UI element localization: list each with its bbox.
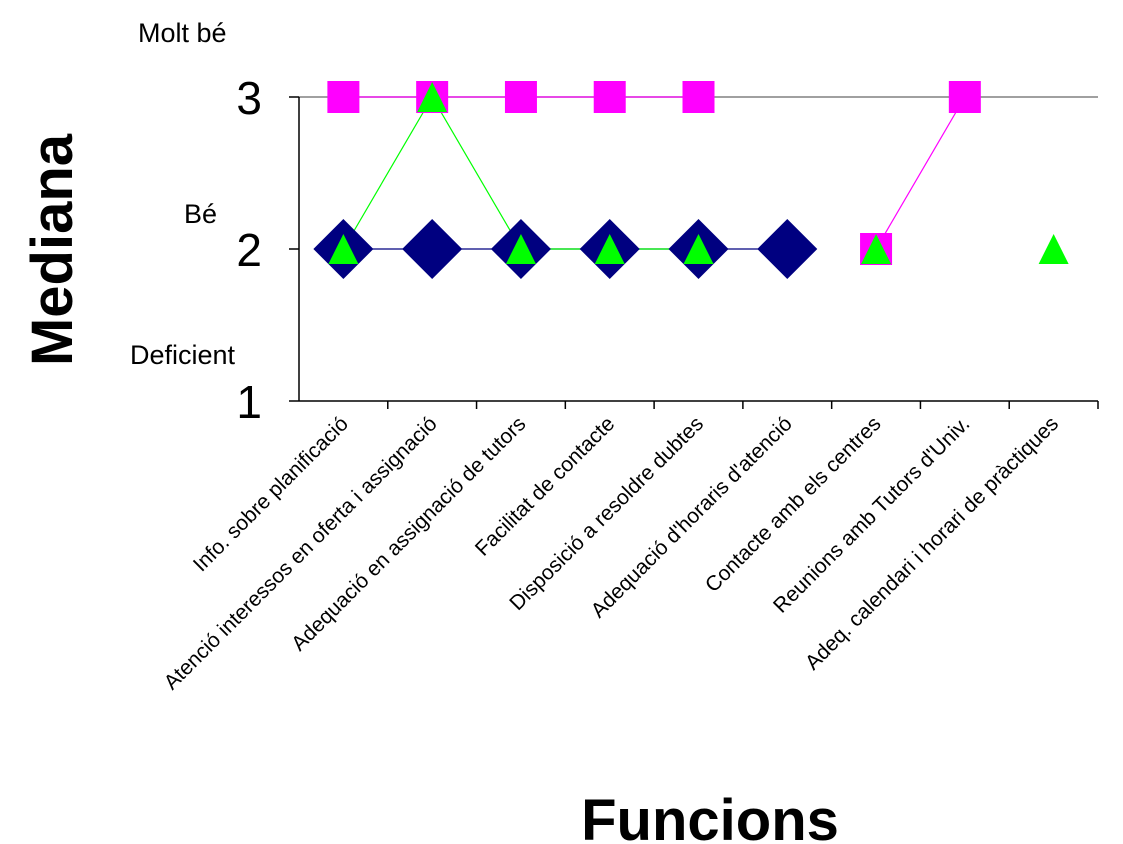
- series-line-segment: [342, 96, 433, 250]
- series-markers: [313, 81, 1069, 279]
- square-marker: [593, 81, 626, 113]
- series-line-segment: [431, 96, 522, 250]
- square-marker: [682, 81, 715, 113]
- y-tick-label-1: 1: [236, 376, 262, 428]
- square-marker: [327, 81, 360, 113]
- x-axis-title: Funcions: [581, 788, 839, 844]
- level-label-molt-be: Molt bé: [138, 18, 227, 48]
- y-axis-title: Mediana: [20, 133, 85, 366]
- category-label: Contacte amb els centres: [701, 412, 886, 597]
- triangle-marker: [683, 234, 714, 264]
- y-tick-label-3: 3: [236, 72, 262, 124]
- square-marker: [504, 81, 537, 113]
- y-tick-label-2: 2: [236, 224, 262, 276]
- category-label: Info. sobre planificació: [189, 412, 353, 576]
- triangle-marker: [594, 234, 625, 264]
- triangle-marker: [1038, 234, 1069, 264]
- x-ticks: [387, 401, 1099, 409]
- triangle-marker: [861, 234, 892, 264]
- level-label-deficient: Deficient: [130, 340, 236, 370]
- triangle-marker: [505, 234, 536, 264]
- triangle-marker: [328, 234, 359, 264]
- level-label-be: Bé: [184, 199, 217, 229]
- category-label: Disposició a resoldre dubtes: [505, 412, 708, 615]
- triangle-marker: [417, 82, 448, 112]
- square-marker: [948, 81, 981, 113]
- diamond-marker: [757, 219, 818, 279]
- series-line-segment: [875, 96, 966, 250]
- diamond-marker: [402, 219, 463, 279]
